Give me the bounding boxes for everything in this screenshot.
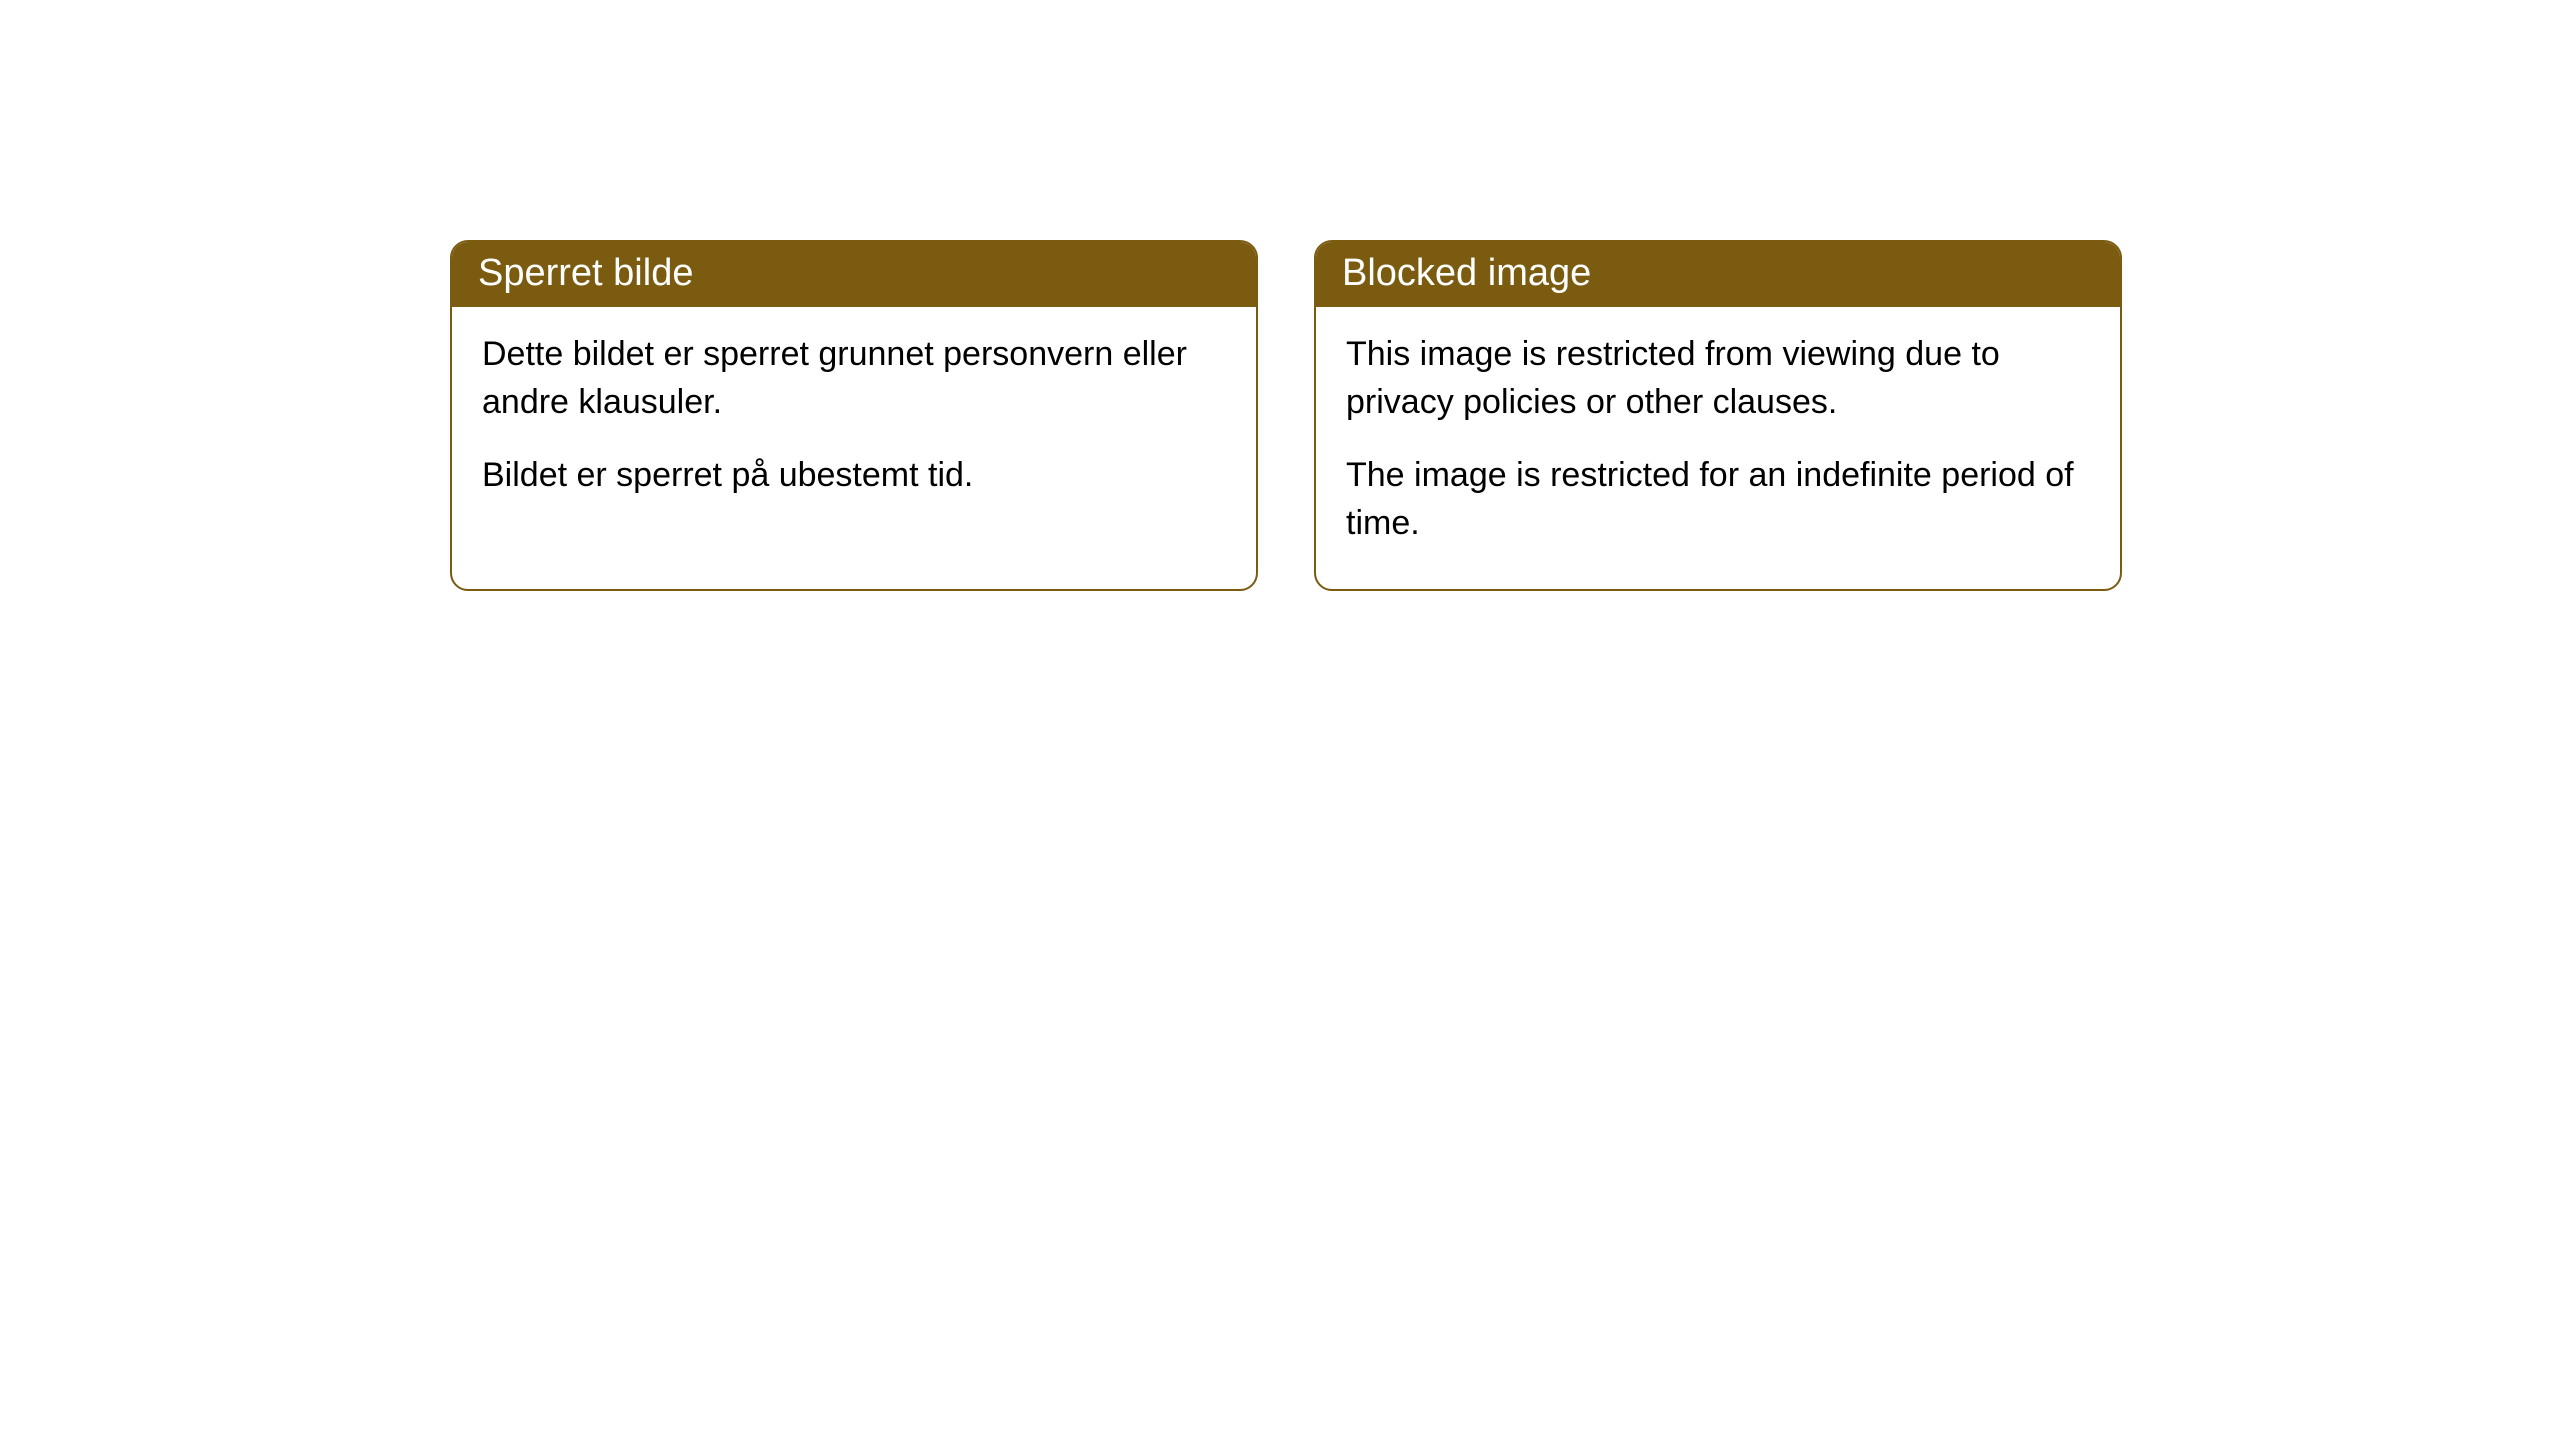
notice-header: Blocked image: [1316, 242, 2120, 307]
notices-container: Sperret bilde Dette bildet er sperret gr…: [450, 240, 2560, 591]
notice-card-english: Blocked image This image is restricted f…: [1314, 240, 2122, 591]
notice-header: Sperret bilde: [452, 242, 1256, 307]
notice-body: Dette bildet er sperret grunnet personve…: [452, 307, 1256, 542]
notice-paragraph: The image is restricted for an indefinit…: [1346, 452, 2090, 547]
notice-paragraph: Bildet er sperret på ubestemt tid.: [482, 452, 1226, 500]
notice-paragraph: This image is restricted from viewing du…: [1346, 331, 2090, 426]
notice-body: This image is restricted from viewing du…: [1316, 307, 2120, 589]
notice-card-norwegian: Sperret bilde Dette bildet er sperret gr…: [450, 240, 1258, 591]
notice-paragraph: Dette bildet er sperret grunnet personve…: [482, 331, 1226, 426]
